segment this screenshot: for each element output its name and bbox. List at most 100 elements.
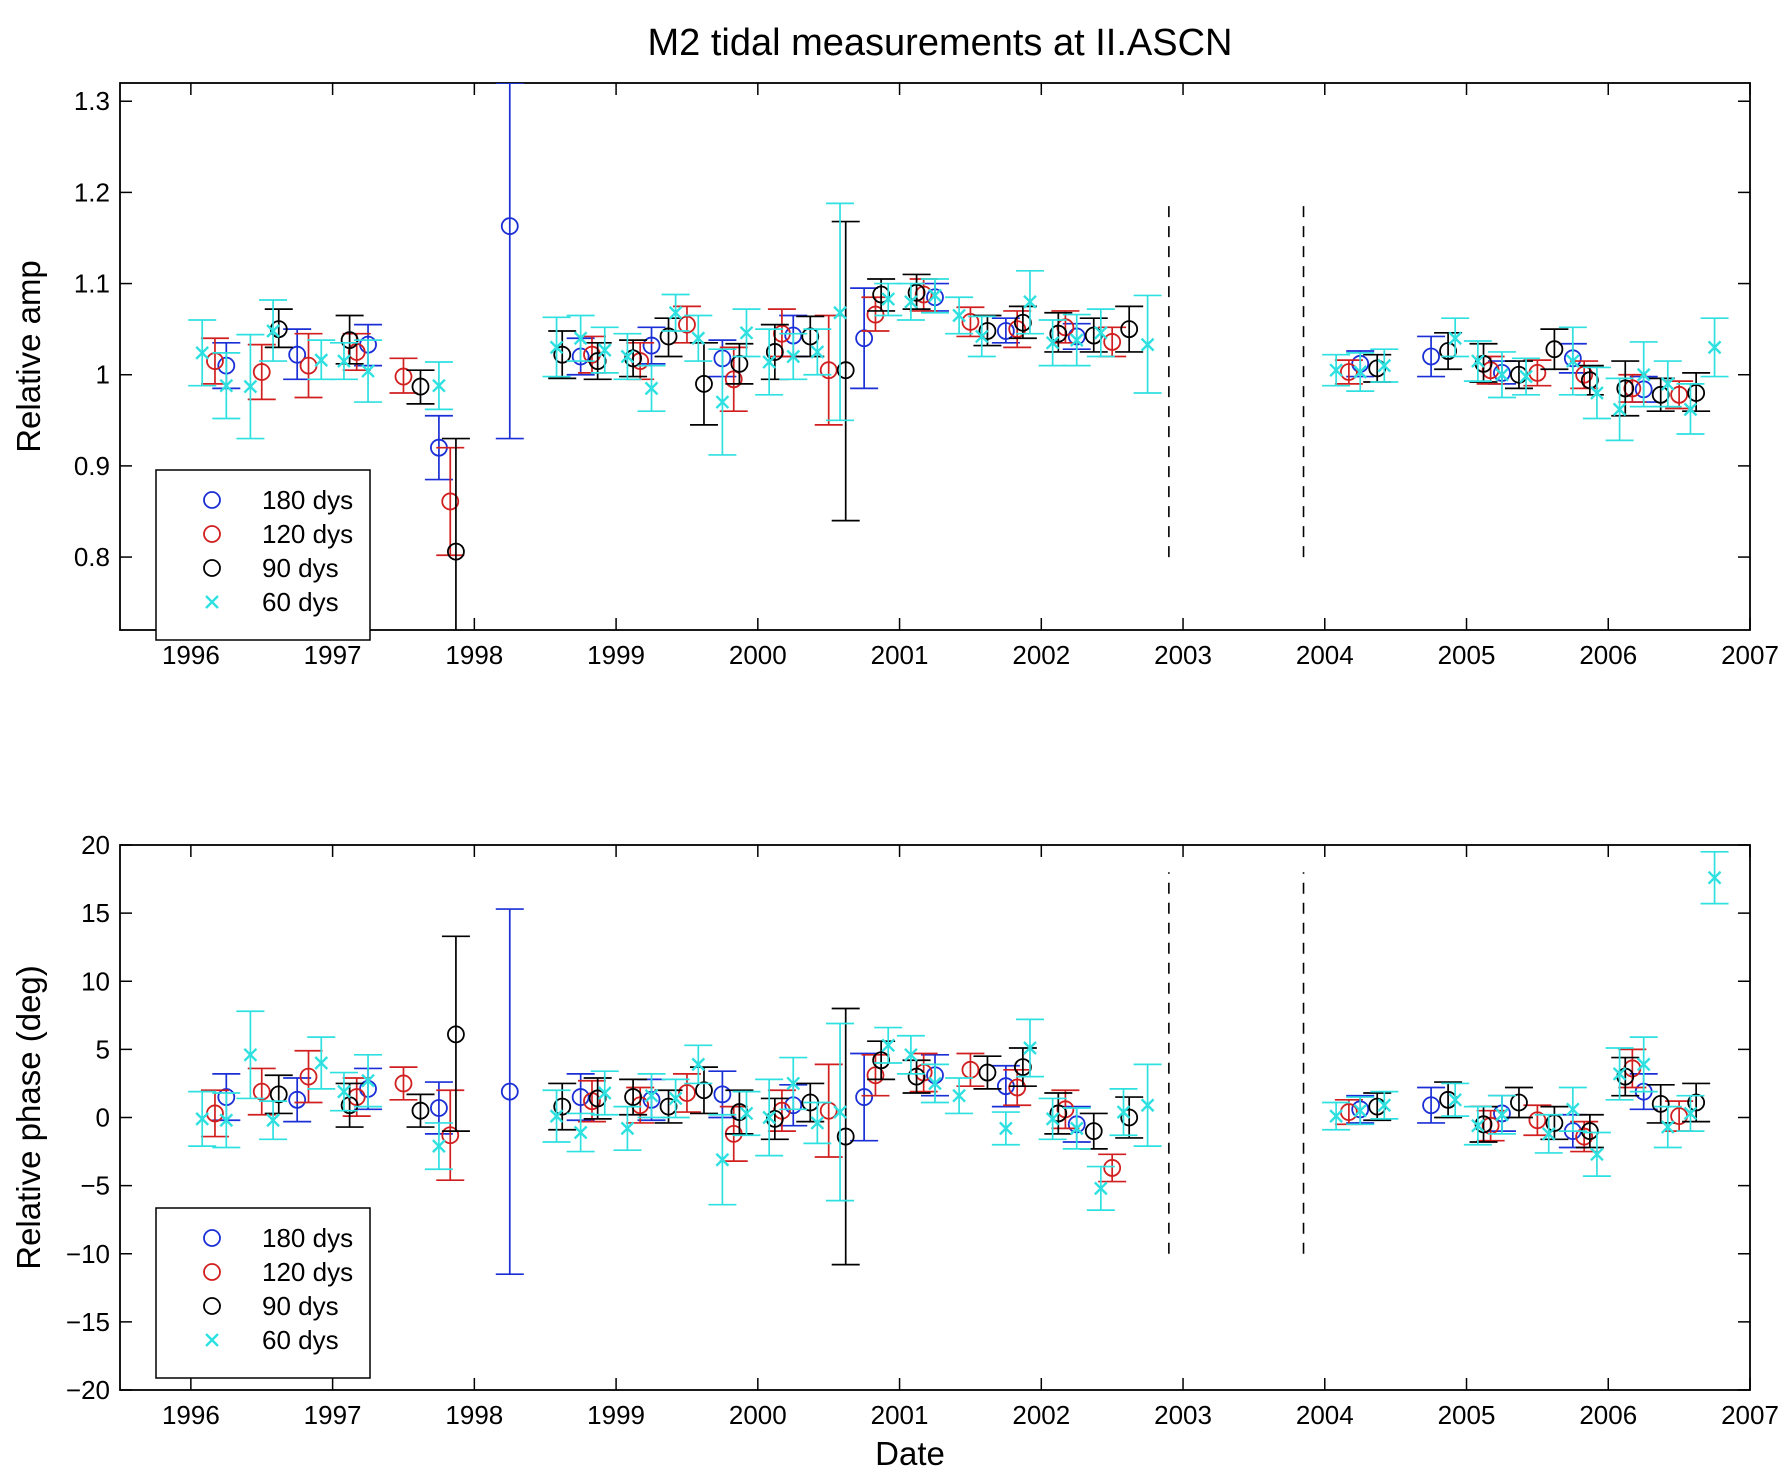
- y-axis-label: Relative amp: [10, 260, 47, 453]
- point-120-dys: [252, 1082, 271, 1101]
- point-60-dys: [1683, 402, 1698, 417]
- point-120-dys: [914, 285, 933, 304]
- errorbar-90-dys: [583, 1077, 612, 1120]
- point-60-dys: [620, 349, 635, 364]
- legend-box: [155, 1207, 371, 1379]
- errorbar-90-dys: [264, 308, 293, 349]
- x-tick-label: 2002: [1012, 1400, 1070, 1430]
- point-60-dys: [432, 378, 446, 393]
- errorbar-120-dys: [1098, 1153, 1127, 1183]
- point-60-dys: [573, 1125, 588, 1140]
- errorbar-90-dys: [654, 317, 683, 358]
- point-90-dys: [1439, 342, 1457, 360]
- x-tick-label: 1999: [587, 1400, 645, 1430]
- point-120-dys: [441, 1126, 460, 1145]
- point-60-dys: [881, 1038, 896, 1053]
- amplitude-panel: 1996 1997 1998 1999 2000 2001 2002 2003 2004 2005…: [10, 82, 1779, 670]
- point-90-dys: [836, 361, 855, 380]
- legend-marker-x: [205, 595, 219, 609]
- x-tick-label: 1998: [445, 640, 503, 670]
- point-60-dys: [1353, 365, 1368, 379]
- point-60-dys: [1565, 1102, 1580, 1117]
- y-tick-label: 0.8: [74, 542, 110, 572]
- errorbar-90-dys: [1469, 342, 1498, 383]
- point-90-dys: [447, 1025, 465, 1044]
- point-180-dys: [713, 1085, 732, 1104]
- y-tick-label: 20: [81, 830, 110, 860]
- point-180-dys: [1422, 1096, 1440, 1115]
- errorbar-90-dys: [725, 1089, 754, 1135]
- point-90-dys: [1049, 324, 1068, 343]
- point-60-dys: [1565, 354, 1580, 368]
- y-tick-label: 1.1: [74, 269, 110, 299]
- point-120-dys: [1623, 379, 1642, 398]
- point-60-dys: [999, 1121, 1013, 1136]
- point-60-dys: [762, 355, 777, 369]
- point-180-dys: [288, 345, 307, 364]
- legend-label: 90 dys: [262, 553, 339, 583]
- point-60-dys: [1519, 369, 1533, 384]
- point-60-dys: [314, 353, 329, 367]
- errorbar-120-dys: [294, 332, 323, 399]
- point-120-dys: [1528, 1111, 1547, 1130]
- point-60-dys: [361, 1073, 375, 1088]
- point-180-dys: [571, 1088, 590, 1106]
- point-60-dys: [810, 345, 825, 359]
- point-60-dys: [952, 308, 966, 323]
- x-tick-label: 2000: [729, 1400, 787, 1430]
- point-60-dys: [549, 1109, 564, 1123]
- point-60-dys: [1683, 1106, 1698, 1121]
- point-60-dys: [1023, 1041, 1037, 1055]
- point-90-dys: [1013, 1058, 1032, 1076]
- point-60-dys: [810, 1116, 825, 1130]
- errorbar-120-dys: [436, 1089, 465, 1182]
- errorbar-180-dys: [495, 83, 524, 440]
- errorbar-90-dys: [548, 330, 577, 380]
- point-90-dys: [907, 1067, 926, 1086]
- y-tick-label: −5: [80, 1171, 110, 1201]
- legend-marker-circle: [203, 491, 221, 509]
- point-90-dys: [978, 1063, 997, 1082]
- point-90-dys: [1616, 379, 1635, 398]
- legend-label: 60 dys: [262, 1325, 339, 1355]
- y-axis-label: Relative phase (deg): [10, 965, 47, 1270]
- point-60-dys: [1471, 1118, 1485, 1133]
- point-120-dys: [1008, 1078, 1027, 1097]
- point-180-dys: [642, 336, 661, 355]
- x-tick-label: 2004: [1296, 640, 1354, 670]
- point-90-dys: [695, 374, 713, 393]
- point-60-dys: [691, 331, 706, 346]
- x-tick-label: 2001: [871, 640, 929, 670]
- point-60-dys: [266, 324, 280, 338]
- x-tick-label: 1999: [587, 640, 645, 670]
- errorbar-90-dys: [1575, 1113, 1604, 1149]
- point-120-dys: [441, 492, 460, 511]
- point-120-dys: [1339, 363, 1358, 381]
- point-60-dys: [1471, 354, 1485, 368]
- point-90-dys: [1651, 1094, 1670, 1113]
- point-60-dys: [1140, 1098, 1155, 1113]
- point-60-dys: [904, 294, 918, 309]
- point-60-dys: [361, 364, 375, 378]
- point-120-dys: [252, 363, 271, 381]
- point-60-dys: [786, 1076, 801, 1091]
- errorbar-90-dys: [335, 1082, 364, 1128]
- legend-marker-circle: [203, 1297, 221, 1315]
- point-60-dys: [1093, 1181, 1108, 1196]
- point-60-dys: [1590, 386, 1604, 400]
- y-tick-label: 1.3: [74, 86, 110, 116]
- errorbar-90-dys: [441, 935, 470, 1132]
- point-60-dys: [195, 1112, 210, 1126]
- x-tick-label: 1997: [304, 640, 362, 670]
- x-tick-label: 2000: [729, 640, 787, 670]
- errorbar-90-dys: [1504, 1086, 1533, 1119]
- x-tick-label: 2005: [1438, 640, 1496, 670]
- legend-marker-circle: [203, 1263, 221, 1281]
- legend-marker-circle: [203, 559, 221, 577]
- point-180-dys: [855, 1088, 874, 1106]
- point-60-dys: [1045, 1112, 1060, 1126]
- legend-label: 90 dys: [262, 1291, 339, 1321]
- point-90-dys: [269, 1085, 288, 1104]
- point-60-dys: [1541, 1127, 1556, 1141]
- legend-label: 120 dys: [262, 519, 353, 549]
